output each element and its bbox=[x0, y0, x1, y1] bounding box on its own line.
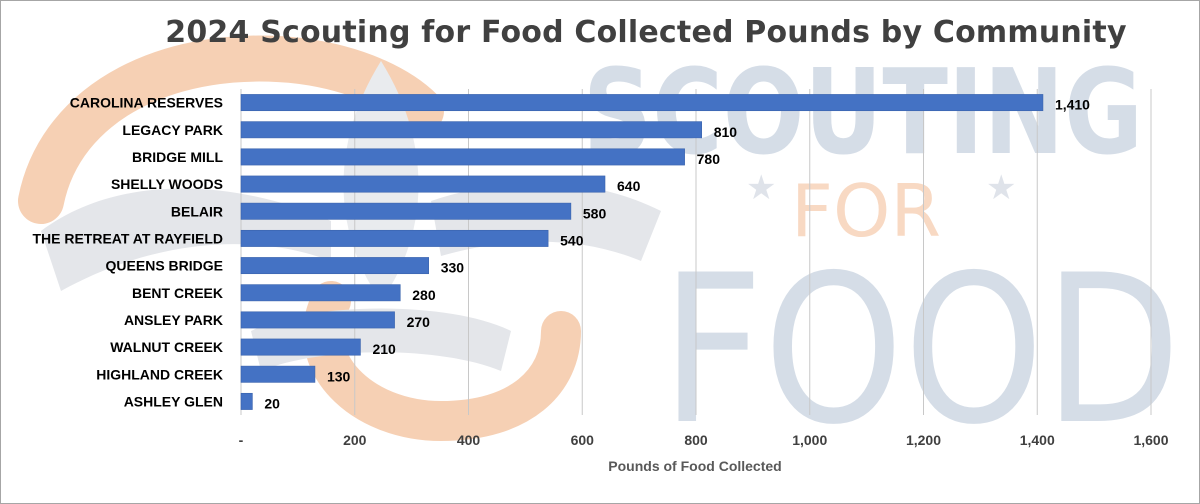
bar bbox=[240, 284, 401, 302]
x-tick-labels: - 200 400 600 800 1,000 1,200 1,400 1,600 bbox=[239, 432, 1169, 448]
bar bbox=[240, 392, 253, 410]
watermark-word-for: FOR bbox=[791, 169, 941, 253]
category-label: SHELLY WOODS bbox=[111, 176, 223, 192]
x-axis-title: Pounds of Food Collected bbox=[608, 458, 782, 474]
gridlines bbox=[240, 89, 1152, 415]
data-label: 270 bbox=[407, 314, 431, 330]
category-label: THE RETREAT AT RAYFIELD bbox=[32, 230, 223, 246]
bar bbox=[240, 365, 316, 383]
category-label: BELAIR bbox=[171, 203, 223, 219]
data-label: 540 bbox=[560, 232, 584, 248]
category-label: HIGHLAND CREEK bbox=[96, 366, 223, 382]
x-tick-label: - bbox=[239, 432, 244, 448]
watermark-star-right: ★ bbox=[986, 168, 1016, 208]
category-label: ANSLEY PARK bbox=[124, 312, 223, 328]
category-label: WALNUT CREEK bbox=[110, 339, 223, 355]
bar bbox=[240, 121, 702, 139]
chart-title: 2024 Scouting for Food Collected Pounds … bbox=[165, 15, 1127, 50]
data-label: 330 bbox=[441, 260, 465, 276]
data-label: 810 bbox=[714, 124, 738, 140]
category-labels: CAROLINA RESERVES LEGACY PARK BRIDGE MILL S… bbox=[32, 95, 223, 410]
data-label: 210 bbox=[372, 341, 396, 357]
data-label: 280 bbox=[412, 287, 436, 303]
data-label: 130 bbox=[327, 368, 351, 384]
category-label: CAROLINA RESERVES bbox=[70, 95, 223, 111]
bar bbox=[240, 148, 685, 166]
x-tick-label: 800 bbox=[684, 432, 708, 448]
data-label: 20 bbox=[264, 395, 280, 411]
category-label: ASHLEY GLEN bbox=[124, 393, 223, 409]
x-tick-label: 1,200 bbox=[906, 432, 941, 448]
bar bbox=[240, 175, 606, 193]
x-tick-label: 400 bbox=[457, 432, 481, 448]
bar bbox=[240, 338, 361, 356]
watermark-star-left: ★ bbox=[746, 168, 776, 208]
x-tick-label: 1,400 bbox=[1020, 432, 1055, 448]
bars bbox=[240, 94, 1044, 410]
bar bbox=[240, 311, 395, 329]
data-label: 580 bbox=[583, 205, 607, 221]
x-tick-label: 1,600 bbox=[1133, 432, 1168, 448]
bar bbox=[240, 257, 429, 275]
data-label: 1,410 bbox=[1055, 97, 1090, 113]
x-tick-label: 1,000 bbox=[792, 432, 827, 448]
x-tick-label: 200 bbox=[343, 432, 367, 448]
category-label: LEGACY PARK bbox=[122, 122, 223, 138]
category-label: BENT CREEK bbox=[132, 285, 223, 301]
value-labels: 1,410 810 780 640 580 540 330 280 270 210 130 20 bbox=[264, 97, 1090, 412]
bar bbox=[240, 229, 549, 247]
watermark-word-food: FOOD bbox=[661, 232, 1181, 470]
data-label: 640 bbox=[617, 178, 641, 194]
bar bbox=[240, 202, 572, 220]
category-label: BRIDGE MILL bbox=[132, 149, 223, 165]
bar bbox=[240, 94, 1044, 112]
data-label: 780 bbox=[697, 151, 721, 167]
x-tick-label: 600 bbox=[571, 432, 595, 448]
category-label: QUEENS BRIDGE bbox=[106, 258, 223, 274]
